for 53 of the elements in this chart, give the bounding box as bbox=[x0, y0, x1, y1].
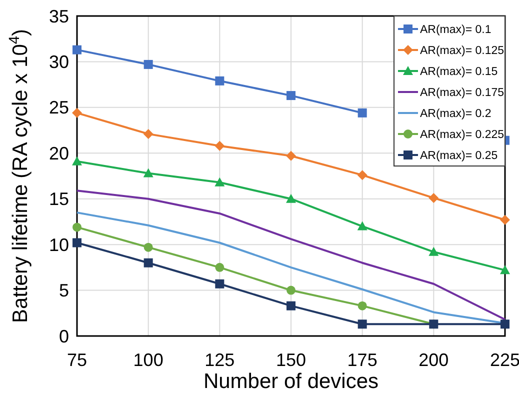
point bbox=[358, 108, 367, 118]
y-tick-label: 35 bbox=[48, 6, 69, 26]
legend-label: AR(max)= 0.1 bbox=[420, 24, 492, 36]
legend-label: AR(max)= 0.2 bbox=[420, 108, 492, 120]
y-tick-label: 10 bbox=[48, 234, 69, 255]
legend-label: AR(max)= 0.125 bbox=[420, 45, 504, 58]
x-tick-label: 225 bbox=[490, 350, 519, 370]
y-tick-label: 15 bbox=[48, 189, 69, 210]
legend-label: AR(max)= 0.15 bbox=[420, 66, 498, 78]
point bbox=[214, 177, 225, 186]
x-axis-title: Number of devices bbox=[203, 370, 379, 393]
y-tick-label: 25 bbox=[48, 98, 69, 118]
point bbox=[72, 108, 82, 118]
point bbox=[500, 214, 510, 225]
y-tick-label: 0 bbox=[58, 326, 69, 346]
legend-label: AR(max)= 0.225 bbox=[420, 129, 504, 142]
point bbox=[357, 170, 368, 180]
y-tick-label: 20 bbox=[48, 143, 69, 164]
point bbox=[286, 194, 296, 203]
y-tick-label: 30 bbox=[48, 52, 69, 72]
point bbox=[72, 156, 82, 166]
x-tick-label: 75 bbox=[66, 350, 88, 370]
point bbox=[144, 60, 153, 69]
x-tick-label: 175 bbox=[347, 350, 378, 370]
point bbox=[428, 246, 439, 256]
x-tick-label: 100 bbox=[133, 350, 164, 370]
point bbox=[358, 320, 367, 329]
point bbox=[358, 301, 367, 310]
point bbox=[144, 242, 153, 252]
point bbox=[215, 279, 224, 288]
point bbox=[72, 45, 82, 54]
point bbox=[72, 222, 82, 232]
point bbox=[357, 221, 368, 230]
point bbox=[286, 150, 296, 161]
point bbox=[214, 140, 225, 151]
point bbox=[286, 91, 296, 100]
point bbox=[500, 265, 510, 274]
point bbox=[500, 320, 510, 329]
point bbox=[144, 258, 153, 268]
point bbox=[215, 262, 224, 272]
x-tick-label: 125 bbox=[204, 350, 235, 370]
point bbox=[215, 76, 224, 86]
point bbox=[143, 128, 154, 139]
point bbox=[72, 238, 82, 248]
point bbox=[143, 168, 154, 178]
x-tick-label: 150 bbox=[276, 350, 306, 370]
legend-label: AR(max)= 0.175 bbox=[420, 87, 504, 100]
point bbox=[286, 286, 296, 295]
point bbox=[428, 192, 439, 203]
y-tick-label: 5 bbox=[58, 280, 69, 301]
x-tick-label: 200 bbox=[418, 350, 449, 370]
point bbox=[286, 301, 296, 310]
legend-label: AR(max)= 0.25 bbox=[420, 150, 498, 162]
